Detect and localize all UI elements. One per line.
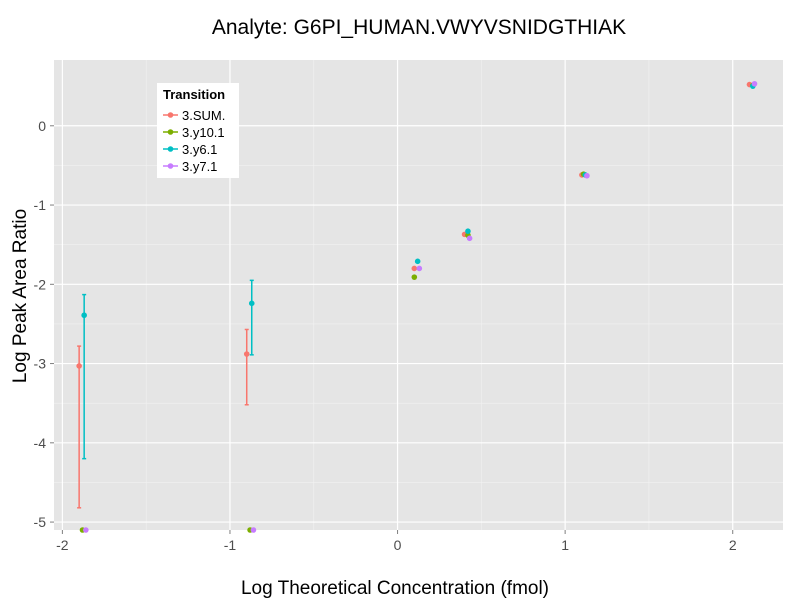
point-3-y7-1 <box>466 235 473 242</box>
x-tick-label: 0 <box>394 537 402 553</box>
legend-label-3-sum: 3.SUM. <box>182 108 225 123</box>
chart-title: Analyte: G6PI_HUMAN.VWYVSNIDGTHIAK <box>212 16 626 39</box>
x-tick-label: -2 <box>56 537 69 553</box>
x-tick-label: 1 <box>561 537 569 553</box>
y-tick-label: 0 <box>38 118 46 134</box>
x-tick-label: 2 <box>729 537 737 553</box>
point-3-y6-1 <box>414 258 421 265</box>
x-tick-label: -1 <box>224 537 237 553</box>
data-points <box>76 80 758 533</box>
y-tick-label: -4 <box>34 435 47 451</box>
point-3-sum <box>411 265 418 272</box>
legend-key-point-3-y6-1 <box>167 146 174 152</box>
legend-label-3-y6-1: 3.y6.1 <box>182 142 217 157</box>
legend-title: Transition <box>163 87 225 102</box>
y-axis-ticks: 0 -1 -2 -3 -4 -5 <box>34 118 54 530</box>
legend-key-point-3-y7-1 <box>167 163 174 169</box>
point-3-y7-1 <box>584 172 590 179</box>
error-bars <box>77 279 254 509</box>
y-tick-label: -1 <box>34 197 47 213</box>
y-tick-label: -5 <box>34 514 47 530</box>
legend-label-3-y10-1: 3.y10.1 <box>182 125 225 140</box>
point-3-sum <box>76 363 82 369</box>
point-3-y10-1 <box>411 274 418 280</box>
point-3-sum <box>243 351 250 357</box>
y-tick-label: -3 <box>34 356 47 372</box>
major-gridlines <box>54 60 783 530</box>
point-3-y7-1 <box>751 80 758 87</box>
legend-label-3-y7-1: 3.y7.1 <box>182 159 217 174</box>
legend-key-point-3-y10-1 <box>167 129 174 135</box>
legend-key-point-3-sum <box>167 112 174 118</box>
point-3-y6-1 <box>81 312 87 319</box>
point-3-y7-1 <box>416 265 423 272</box>
x-axis-title: Log Theoretical Concentration (fmol) <box>241 578 549 599</box>
x-axis-ticks: -2 -1 0 1 2 <box>56 530 737 553</box>
point-3-y6-1 <box>248 300 255 307</box>
point-3-y7-1 <box>250 527 257 533</box>
legend: Transition 3.SUM. 3.y10.1 3.y6.1 3.y7.1 <box>157 83 239 178</box>
point-3-y7-1 <box>83 527 89 533</box>
y-tick-label: -2 <box>34 276 47 292</box>
point-3-y6-1 <box>465 228 471 234</box>
y-axis-title: Log Peak Area Ratio <box>10 209 31 383</box>
